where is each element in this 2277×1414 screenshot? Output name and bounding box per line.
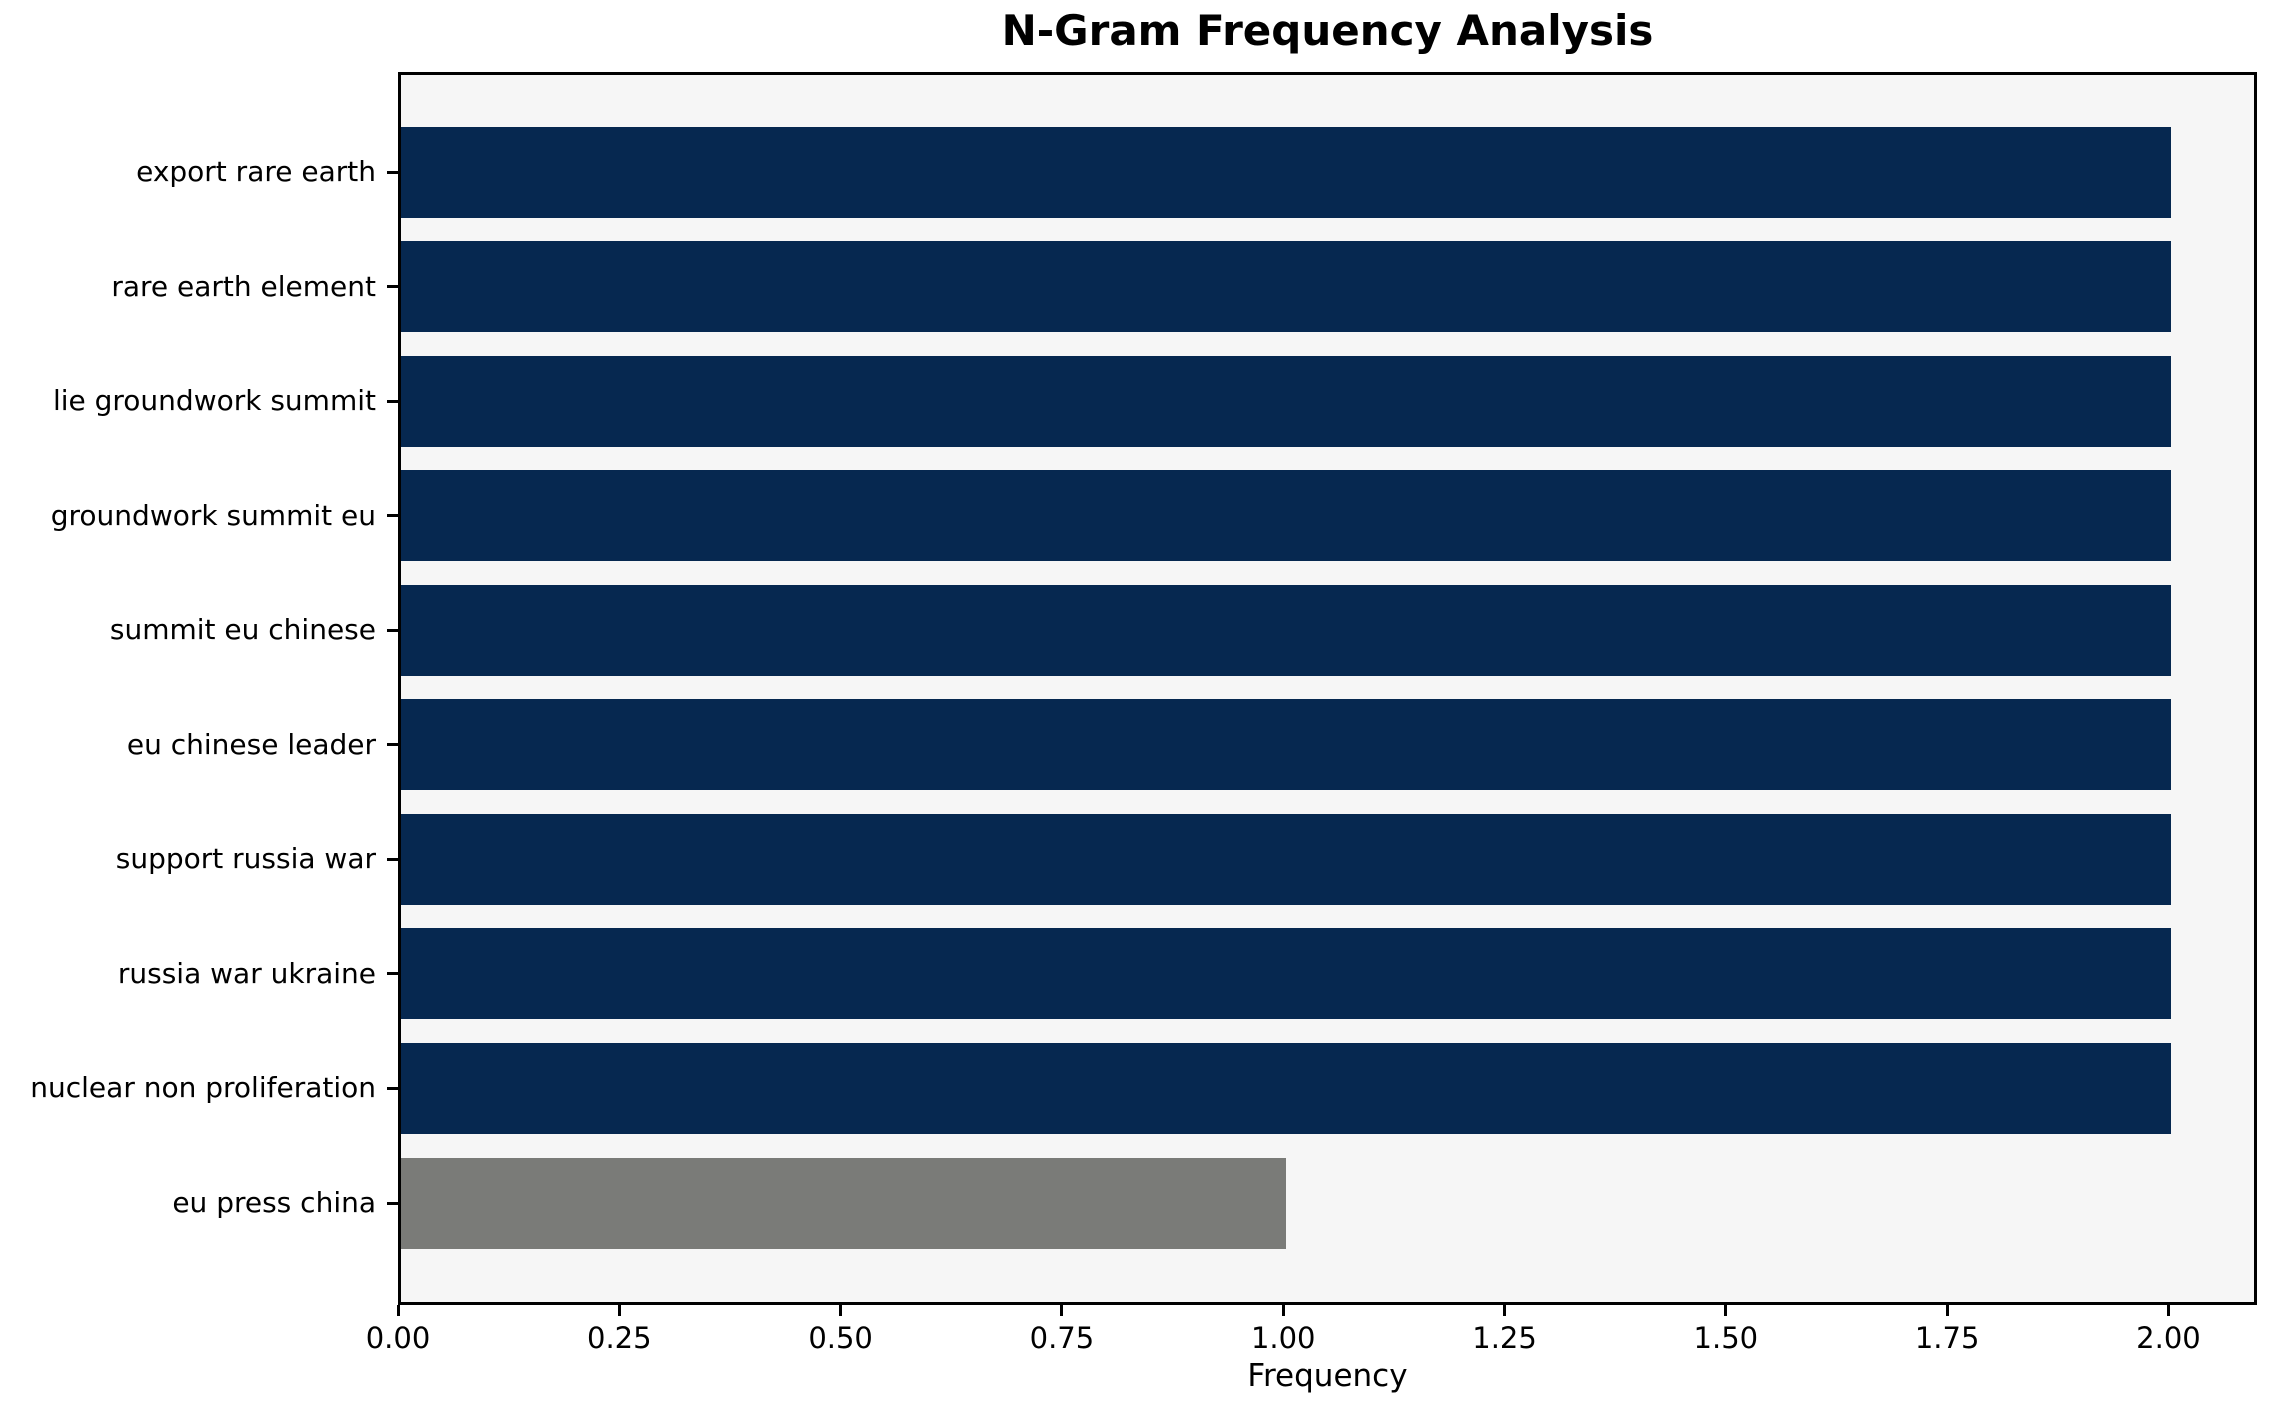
x-tick [1503,1305,1507,1316]
y-tick-label: nuclear non proliferation [30,1071,376,1105]
chart-title: N-Gram Frequency Analysis [1001,6,1654,55]
y-tick [387,170,398,174]
x-tick-label: 0.50 [808,1321,873,1355]
x-tick [2166,1305,2170,1316]
x-tick [1724,1305,1728,1316]
y-tick [387,1201,398,1205]
x-tick [1945,1305,1949,1316]
x-tick-label: 1.50 [1693,1321,1759,1355]
bar-nuclear-non-proliferation [401,1042,2172,1134]
x-tick [839,1305,843,1316]
y-tick [387,972,398,976]
plot-area [398,72,2257,1305]
y-tick-label: support russia war [115,842,376,876]
y-tick-label: groundwork summit eu [50,498,376,532]
bar-lie-groundwork-summit [401,355,2172,447]
bar-eu-press-china [401,1157,1287,1249]
bar-groundwork-summit-eu [401,470,2172,562]
bar-russia-war-ukraine [401,928,2172,1020]
x-tick [617,1305,621,1316]
x-tick-label: 1.00 [1250,1321,1316,1355]
x-tick-label: 1.25 [1472,1321,1537,1355]
x-tick-label: 0.75 [1029,1321,1095,1355]
y-tick [387,285,398,289]
y-tick [387,1086,398,1090]
y-tick-label: eu chinese leader [126,727,376,761]
x-tick-label: 0.25 [587,1321,652,1355]
y-tick-label: russia war ukraine [117,956,376,990]
bar-rare-earth-element [401,241,2172,333]
x-tick-label: 0.00 [365,1321,431,1355]
x-tick-label: 1.75 [1914,1321,1980,1355]
y-tick-label: export rare earth [136,155,376,188]
bar-summit-eu-chinese [401,584,2172,676]
y-tick [387,514,398,518]
y-tick [387,743,398,747]
y-tick-label: eu press china [172,1186,376,1220]
y-tick [387,399,398,403]
x-tick [396,1305,400,1316]
bar-export-rare-earth [401,126,2172,218]
bar-support-russia-war [401,813,2172,905]
bar-eu-chinese-leader [401,699,2172,791]
x-tick-label: 2.00 [2136,1321,2201,1355]
y-tick-label: rare earth element [111,269,376,303]
y-tick-label: summit eu chinese [109,613,376,647]
y-tick [387,628,398,632]
x-tick [1060,1305,1064,1316]
y-tick [387,857,398,861]
x-tick [1281,1305,1285,1316]
x-axis-title: Frequency [1247,1358,1408,1394]
y-tick-label: lie groundwork summit [52,384,376,418]
